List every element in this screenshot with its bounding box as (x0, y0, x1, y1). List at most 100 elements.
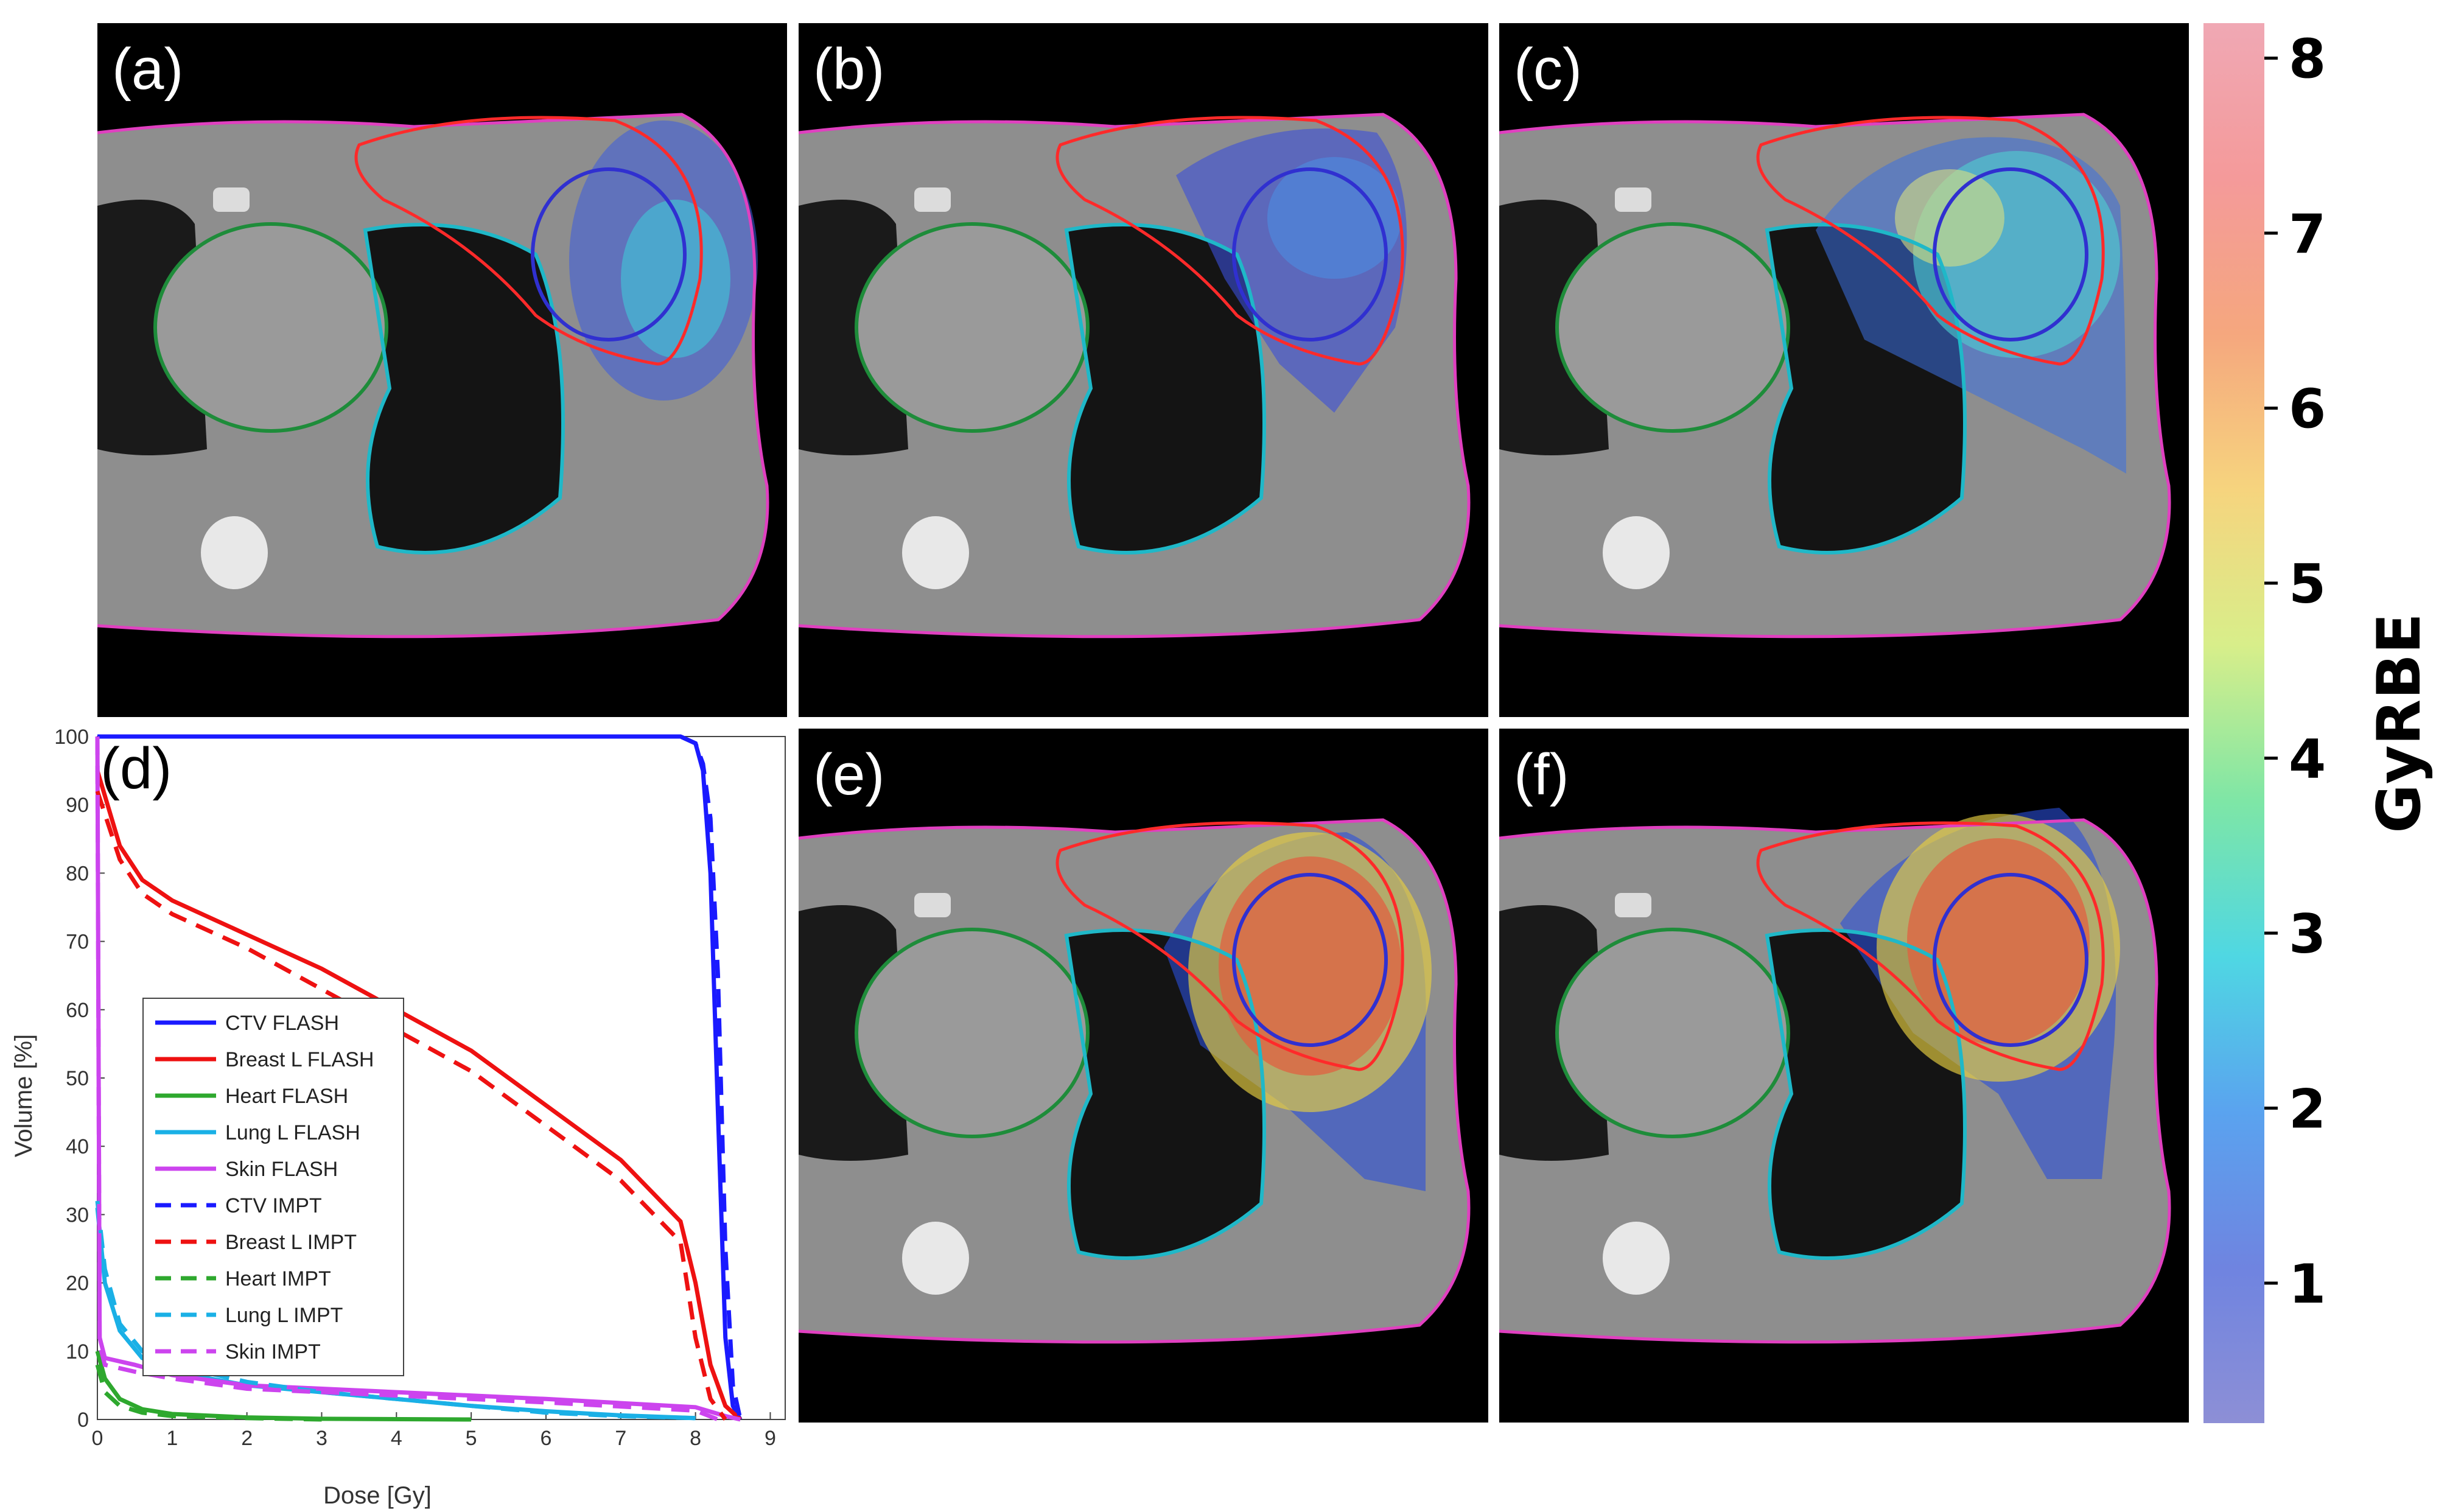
x-tick-label: 1 (166, 1427, 178, 1450)
legend-entry: CTV IMPT (225, 1194, 322, 1217)
legend-entry: CTV FLASH (225, 1012, 339, 1035)
ct-slice-f (1499, 808, 2171, 1344)
y-tick-label: 90 (66, 794, 89, 817)
colorbar-gradient (2203, 23, 2264, 1423)
colorbar-tick-label: 2 (2289, 1078, 2326, 1141)
dvh-series-line (97, 734, 743, 1420)
panel-label-f: (f) (1514, 742, 1569, 807)
ct-dose-panel-a: (a) (97, 23, 787, 717)
breast-contour (1055, 116, 1404, 366)
dose-hotspot-e (1219, 856, 1401, 1076)
sternum (1615, 893, 1651, 917)
left-lung-region (365, 225, 563, 553)
panel-label-a: (a) (112, 37, 184, 102)
x-tick-label: 3 (316, 1427, 327, 1450)
heart-contour (1555, 928, 1790, 1138)
dvh-series-line (95, 1200, 696, 1421)
colorbar-tick-label: 4 (2289, 728, 2326, 791)
x-tick-label: 4 (391, 1427, 402, 1450)
dvh-series-line (95, 770, 742, 1421)
ctv-contour (1232, 873, 1388, 1047)
colorbar-tick-label: 6 (2289, 378, 2326, 441)
y-tick-label: 30 (66, 1203, 89, 1227)
dvh-series-line (95, 1364, 322, 1422)
dvh-legend: CTV FLASH Breast L FLASH Heart FLASH Lung L… (142, 998, 404, 1376)
legend-entry: Heart IMPT (225, 1267, 331, 1290)
ct-slice-c (1499, 113, 2171, 639)
ct-slice-a (97, 113, 769, 639)
legend-entry: Breast L IMPT (225, 1231, 357, 1254)
skin-contour (799, 818, 1471, 1344)
dvh-series-line (95, 790, 727, 1421)
dose-hotspot-f (1907, 838, 2090, 1045)
breast-contour (1055, 821, 1404, 1071)
vertebra (902, 1222, 969, 1295)
skin-contour (1499, 113, 2171, 639)
sternum (1615, 187, 1651, 212)
vertebra (1603, 1222, 1670, 1295)
x-tick-label: 9 (765, 1427, 776, 1450)
panel-label-b: (b) (813, 37, 885, 102)
ctv-contour (531, 167, 687, 341)
x-tick-label: 2 (241, 1427, 253, 1450)
colorbar-tick-label: 1 (2289, 1253, 2326, 1315)
heart-contour (855, 222, 1090, 433)
sternum (914, 893, 951, 917)
heart-tissue (856, 224, 1088, 431)
ct-dose-panel-c: (c) (1499, 23, 2189, 717)
ctv-contour (1933, 167, 2088, 341)
panel-label-d: (d) (100, 736, 172, 801)
legend-entry: Lung L FLASH (225, 1121, 360, 1144)
breast-contour (1756, 821, 2105, 1071)
lung-contour (1064, 223, 1266, 555)
ctv-contour (1232, 167, 1388, 341)
vertebra (1603, 516, 1670, 589)
dvh-series-line (95, 736, 719, 1422)
x-tick-label: 0 (92, 1427, 103, 1450)
skin-contour (799, 113, 1471, 639)
ct-dose-panel-e: (e) (799, 729, 1488, 1423)
y-tick-label: 60 (66, 999, 89, 1022)
legend-entry: Heart FLASH (225, 1085, 348, 1108)
legend-entry: Breast L FLASH (225, 1048, 374, 1071)
x-tick-label: 7 (615, 1427, 626, 1450)
x-tick-label: 5 (466, 1427, 477, 1450)
breast-contour (354, 116, 703, 366)
ct-slice-b (799, 113, 1471, 639)
panel-label-c: (c) (1514, 37, 1582, 102)
lung-contour (1765, 223, 1967, 555)
y-tick-label: 100 (54, 726, 89, 749)
ct-dose-panel-f: (f) (1499, 729, 2189, 1423)
x-tick-label: 6 (540, 1427, 551, 1450)
y-tick-label: 10 (66, 1340, 89, 1363)
y-tick-label: 20 (66, 1272, 89, 1295)
y-tick-label: 50 (66, 1067, 89, 1090)
heart-tissue (155, 224, 387, 431)
legend-entry: Lung L IMPT (225, 1304, 343, 1327)
colorbar-tick-label: 8 (2289, 28, 2326, 91)
y-tick-label: 0 (77, 1409, 89, 1432)
panel-label-e: (e) (813, 742, 885, 807)
ct-slice-e (799, 818, 1471, 1344)
ctv-contour (1933, 873, 2088, 1047)
dose-colorbar: 1 2 3 4 5 6 7 8 GyRBE (2203, 23, 2434, 1423)
colorbar-tick-label: 7 (2289, 203, 2326, 265)
sternum (213, 187, 250, 212)
dose-hotspot-c (1895, 169, 2004, 267)
y-tick-label: 80 (66, 862, 89, 885)
colorbar-tick-label: 5 (2289, 553, 2326, 615)
dvh-x-axis-label: Dose [Gy] (323, 1482, 432, 1509)
x-tick-label: 8 (690, 1427, 701, 1450)
ct-dose-panel-b: (b) (799, 23, 1488, 717)
heart-contour (153, 222, 388, 433)
vertebra (902, 516, 969, 589)
lung-contour (1064, 928, 1266, 1260)
legend-entry: Skin IMPT (225, 1340, 321, 1363)
lung-contour (363, 223, 565, 555)
dose-hotspot-b (1267, 157, 1401, 279)
heart-tissue (856, 929, 1088, 1136)
colorbar-tick-label: 3 (2289, 903, 2326, 965)
skin-contour (1499, 818, 2171, 1344)
skin-contour (97, 113, 769, 639)
